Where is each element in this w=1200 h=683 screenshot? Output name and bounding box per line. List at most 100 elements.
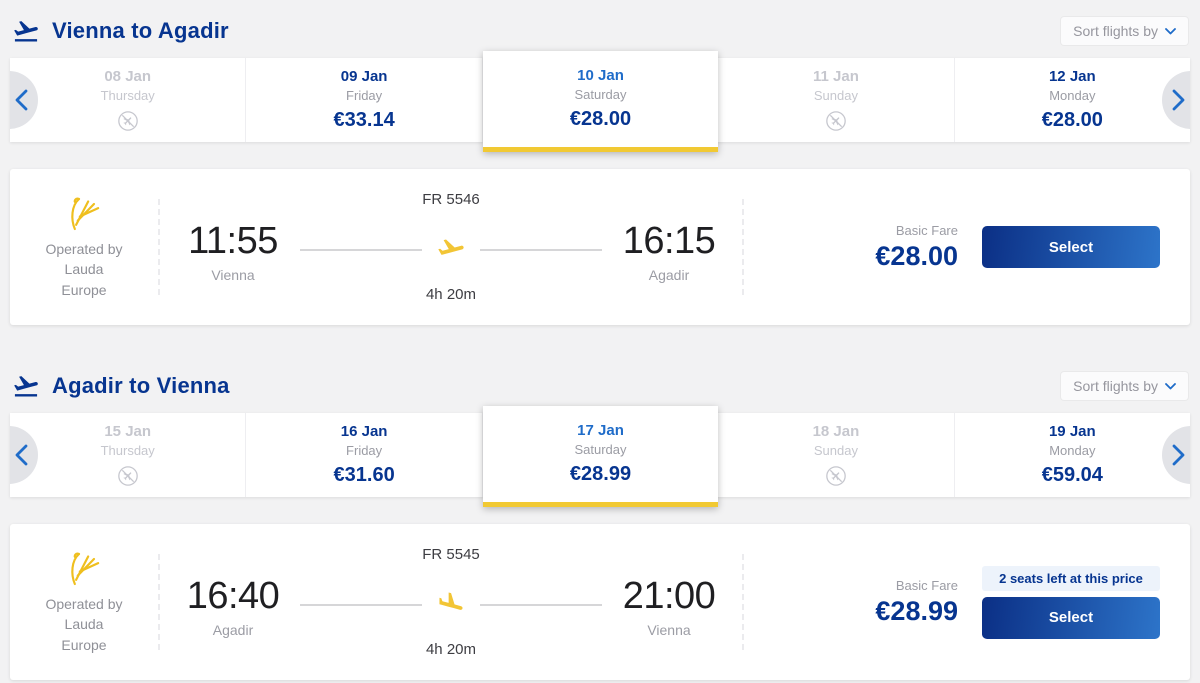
select-button[interactable]: Select bbox=[982, 596, 1160, 639]
day-label: Friday bbox=[346, 88, 383, 103]
select-button[interactable]: Select bbox=[982, 226, 1160, 268]
arrival-block: 21:00 Vienna bbox=[616, 575, 722, 638]
chevron-left-icon bbox=[15, 89, 28, 111]
date-cell-selected[interactable]: 17 Jan Saturday €28.99 bbox=[482, 406, 719, 507]
date-cell[interactable]: 11 Jan Sunday bbox=[718, 58, 955, 142]
date-label: 16 Jan bbox=[340, 423, 388, 440]
day-label: Monday bbox=[1049, 88, 1096, 103]
action-block: Select bbox=[982, 226, 1160, 268]
date-cell[interactable]: 19 Jan Monday €59.04 bbox=[954, 413, 1191, 497]
day-label: Sunday bbox=[813, 443, 858, 458]
dashed-divider bbox=[742, 554, 744, 650]
operated-by-line: Operated by bbox=[45, 241, 123, 258]
chevron-right-icon bbox=[1172, 89, 1185, 111]
departure-time: 16:40 bbox=[186, 575, 280, 618]
dashed-divider bbox=[158, 199, 160, 295]
date-price: €31.60 bbox=[333, 464, 395, 486]
chevron-down-icon bbox=[1165, 382, 1176, 389]
operator-block: Operated by Lauda Europe bbox=[10, 194, 158, 300]
fare-type-label: Basic Fare bbox=[895, 222, 958, 238]
dashed-divider bbox=[742, 199, 744, 295]
sort-flights-button[interactable]: Sort flights by bbox=[1061, 17, 1188, 45]
operated-by-line: Europe bbox=[61, 281, 107, 298]
date-carousel: 08 Jan Thursday 09 Jan Friday €33.14 10 … bbox=[10, 51, 1191, 152]
route-block: 16:40 Agadir FR 5545 4h 20m 21:00 Vienna bbox=[160, 546, 742, 658]
departure-city: Agadir bbox=[212, 621, 254, 638]
sort-flights-label: Sort flights by bbox=[1073, 23, 1158, 39]
section-outbound: Vienna to Agadir Sort flights by 08 Jan … bbox=[10, 14, 1191, 325]
date-label: 18 Jan bbox=[812, 423, 860, 440]
date-label: 15 Jan bbox=[104, 423, 152, 440]
route-track bbox=[300, 235, 602, 265]
arrival-block: 16:15 Agadir bbox=[616, 220, 722, 283]
arrival-time: 21:00 bbox=[622, 575, 716, 618]
date-cell[interactable]: 16 Jan Friday €31.60 bbox=[246, 413, 483, 497]
date-cell[interactable]: 12 Jan Monday €28.00 bbox=[954, 58, 1191, 142]
fare-price: €28.00 bbox=[875, 240, 958, 271]
sort-flights-button[interactable]: Sort flights by bbox=[1061, 372, 1188, 400]
section-return: Agadir to Vienna Sort flights by 15 Jan … bbox=[10, 369, 1191, 680]
date-price: €28.00 bbox=[1041, 109, 1103, 131]
date-cells: 15 Jan Thursday 16 Jan Friday €31.60 17 … bbox=[10, 406, 1191, 507]
date-price: €59.04 bbox=[1041, 464, 1103, 486]
fare-block: Basic Fare €28.99 bbox=[744, 578, 982, 627]
seats-left-badge: 2 seats left at this price bbox=[982, 565, 1160, 591]
fare-block: Basic Fare €28.00 bbox=[744, 223, 982, 272]
sort-flights-label: Sort flights by bbox=[1073, 378, 1158, 394]
flight-duration: 4h 20m bbox=[425, 286, 477, 303]
date-cell[interactable]: 08 Jan Thursday bbox=[10, 58, 247, 142]
route-middle: FR 5545 4h 20m bbox=[286, 546, 616, 658]
day-label: Thursday bbox=[100, 88, 155, 103]
day-label: Sunday bbox=[813, 88, 858, 103]
date-carousel: 15 Jan Thursday 16 Jan Friday €31.60 17 … bbox=[10, 406, 1191, 507]
day-label: Monday bbox=[1049, 443, 1096, 458]
route-line bbox=[300, 604, 422, 606]
arrival-city: Vienna bbox=[647, 621, 691, 638]
route-line bbox=[480, 604, 602, 606]
route-line bbox=[300, 249, 422, 251]
flight-number: FR 5546 bbox=[422, 191, 480, 208]
date-cells: 08 Jan Thursday 09 Jan Friday €33.14 10 … bbox=[10, 51, 1191, 152]
chevron-down-icon bbox=[1165, 27, 1176, 34]
day-label: Saturday bbox=[574, 87, 627, 102]
date-label: 12 Jan bbox=[1048, 68, 1096, 85]
date-label: 19 Jan bbox=[1048, 423, 1096, 440]
flight-card: Operated by Lauda Europe 11:55 Vienna FR… bbox=[10, 169, 1190, 325]
lauda-harp-logo-icon bbox=[61, 194, 107, 239]
day-label: Saturday bbox=[574, 442, 627, 457]
departure-block: 16:40 Agadir bbox=[180, 575, 286, 638]
chevron-right-icon bbox=[1172, 444, 1185, 466]
date-cell[interactable]: 15 Jan Thursday bbox=[10, 413, 247, 497]
page-title: Vienna to Agadir bbox=[52, 18, 229, 43]
flight-takeoff-icon bbox=[12, 371, 42, 401]
date-price: €33.14 bbox=[333, 109, 395, 131]
lauda-harp-logo-icon bbox=[61, 549, 107, 594]
operated-by-line: Lauda bbox=[64, 261, 104, 278]
arrival-city: Agadir bbox=[648, 266, 690, 283]
plane-takeoff-icon bbox=[438, 239, 464, 255]
section-header: Vienna to Agadir Sort flights by bbox=[12, 14, 1188, 48]
operated-by-line: Europe bbox=[61, 636, 107, 653]
flight-takeoff-icon bbox=[12, 16, 42, 46]
date-cell[interactable]: 18 Jan Sunday bbox=[718, 413, 955, 497]
no-flight-icon bbox=[825, 110, 847, 132]
no-flight-icon bbox=[117, 465, 139, 487]
departure-block: 11:55 Vienna bbox=[180, 221, 286, 283]
departure-city: Vienna bbox=[211, 266, 255, 283]
route-block: 11:55 Vienna FR 5546 4h 20m 16:15 Agadir bbox=[160, 191, 742, 303]
route-line bbox=[480, 249, 602, 251]
section-header: Agadir to Vienna Sort flights by bbox=[12, 369, 1188, 403]
date-label: 17 Jan bbox=[577, 422, 624, 439]
operator-block: Operated by Lauda Europe bbox=[10, 549, 158, 655]
date-label: 09 Jan bbox=[340, 68, 388, 85]
fare-type-label: Basic Fare bbox=[895, 577, 958, 593]
arrival-time: 16:15 bbox=[622, 220, 716, 263]
date-label: 10 Jan bbox=[577, 67, 624, 84]
date-price: €28.00 bbox=[569, 108, 632, 130]
dashed-divider bbox=[158, 554, 160, 650]
date-cell[interactable]: 09 Jan Friday €33.14 bbox=[246, 58, 483, 142]
flight-number: FR 5545 bbox=[422, 546, 480, 563]
date-cell-selected[interactable]: 10 Jan Saturday €28.00 bbox=[482, 51, 719, 152]
day-label: Thursday bbox=[100, 443, 155, 458]
